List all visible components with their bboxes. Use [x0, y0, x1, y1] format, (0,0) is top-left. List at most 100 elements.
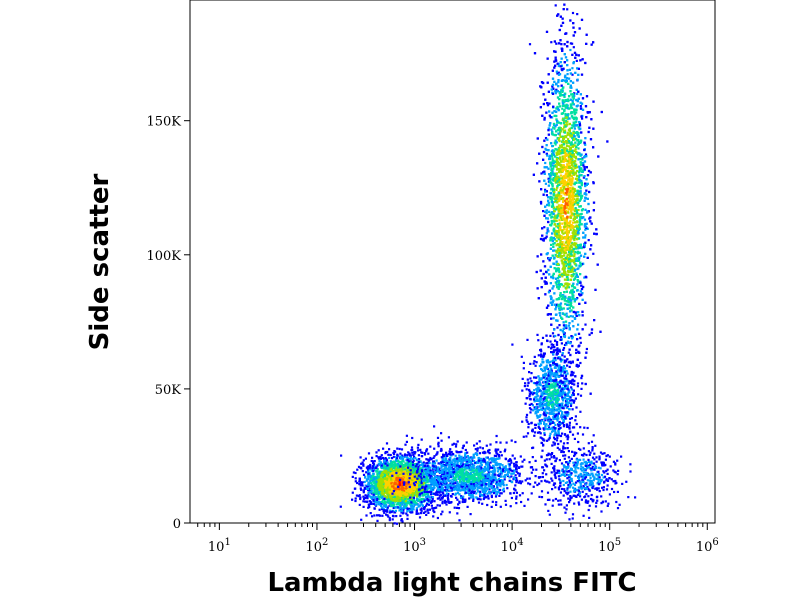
data-point	[532, 381, 536, 385]
data-point	[450, 487, 453, 490]
data-point	[420, 500, 423, 504]
data-point	[493, 492, 496, 495]
data-point	[563, 355, 566, 358]
data-point	[380, 505, 383, 508]
data-point	[556, 419, 559, 422]
data-point	[468, 474, 471, 477]
data-point	[562, 407, 565, 410]
data-point	[420, 502, 423, 506]
data-point	[458, 451, 462, 454]
data-point	[554, 497, 557, 501]
data-point	[502, 475, 505, 478]
data-point	[513, 462, 516, 465]
data-point	[572, 371, 575, 374]
data-point	[372, 485, 375, 488]
data-point	[360, 518, 363, 521]
data-point	[475, 452, 479, 455]
data-point	[569, 430, 572, 434]
data-point	[420, 469, 423, 472]
data-point	[481, 488, 484, 491]
data-point	[537, 339, 540, 342]
data-point	[513, 487, 516, 490]
data-point	[487, 479, 490, 482]
data-point	[406, 458, 409, 462]
data-point	[400, 519, 403, 522]
data-point	[496, 470, 500, 473]
data-point	[395, 486, 398, 489]
data-point	[495, 461, 498, 464]
data-point	[455, 443, 458, 446]
plot-area	[189, 0, 716, 524]
data-point	[485, 463, 488, 466]
data-point	[390, 487, 394, 490]
data-point	[533, 434, 536, 437]
data-point	[541, 437, 544, 440]
data-point	[545, 458, 548, 461]
data-point	[384, 462, 387, 465]
data-point	[389, 500, 392, 503]
data-point	[439, 498, 442, 501]
data-point	[569, 417, 572, 420]
data-point	[536, 409, 539, 412]
data-point	[526, 378, 529, 381]
data-point	[445, 451, 448, 454]
data-point	[419, 464, 422, 467]
data-point	[381, 476, 384, 479]
data-point	[370, 489, 373, 493]
data-point	[456, 440, 459, 443]
data-point	[459, 456, 462, 459]
data-point	[422, 466, 425, 469]
data-point	[386, 486, 389, 489]
data-point	[425, 473, 428, 476]
data-point	[450, 489, 453, 492]
data-point	[552, 357, 555, 360]
data-point	[409, 460, 412, 463]
data-point	[552, 349, 555, 352]
data-point	[417, 474, 420, 477]
data-point	[422, 479, 425, 483]
data-point	[494, 448, 497, 451]
data-point	[490, 505, 493, 508]
data-point	[564, 380, 567, 383]
data-point	[408, 487, 411, 490]
data-point	[418, 516, 422, 519]
data-point	[532, 392, 535, 395]
data-point	[381, 481, 385, 484]
data-point	[553, 412, 556, 415]
data-point	[566, 438, 569, 441]
data-point	[489, 466, 492, 469]
data-point	[527, 422, 530, 426]
data-point	[485, 444, 488, 447]
data-point	[380, 508, 384, 511]
data-point	[448, 501, 451, 504]
data-point	[556, 396, 559, 399]
data-point	[529, 377, 532, 380]
data-point	[548, 423, 552, 426]
data-point	[464, 482, 467, 485]
data-point	[449, 475, 452, 479]
data-point	[562, 365, 566, 368]
data-point	[435, 475, 438, 478]
data-point	[478, 440, 481, 443]
data-point	[564, 393, 567, 396]
data-point	[484, 485, 487, 488]
data-point	[476, 488, 479, 491]
data-point	[574, 397, 577, 400]
data-point	[433, 462, 437, 465]
data-point	[547, 438, 550, 441]
data-point	[557, 417, 560, 420]
data-point	[565, 413, 568, 416]
data-point	[527, 381, 530, 384]
data-point	[449, 472, 452, 475]
data-point	[566, 403, 569, 406]
data-point	[543, 407, 546, 411]
data-point	[422, 494, 425, 497]
data-point	[462, 444, 465, 447]
data-point	[441, 468, 444, 471]
data-point	[402, 474, 405, 477]
data-point	[429, 493, 433, 496]
data-point	[367, 452, 371, 455]
data-point	[556, 350, 559, 353]
data-point	[528, 395, 531, 398]
data-point	[538, 404, 541, 407]
